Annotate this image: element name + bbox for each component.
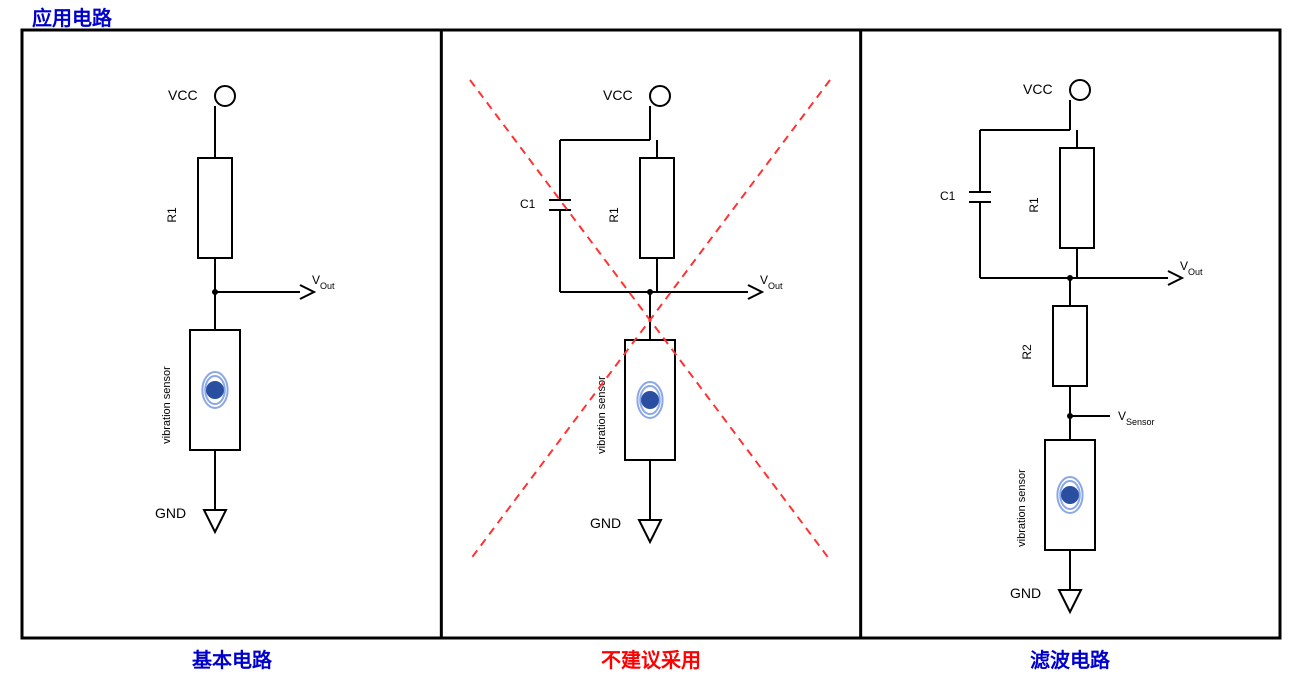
svg-text:GND: GND xyxy=(590,515,621,531)
svg-text:R1: R1 xyxy=(165,207,179,223)
svg-text:VOut: VOut xyxy=(312,273,335,291)
svg-text:C1: C1 xyxy=(520,197,536,211)
caption-notrec: 不建议采用 xyxy=(591,644,711,673)
svg-text:vibration sensor: vibration sensor xyxy=(161,366,173,444)
svg-text:VCC: VCC xyxy=(168,87,198,103)
svg-text:R1: R1 xyxy=(1027,197,1041,213)
svg-text:vibration sensor: vibration sensor xyxy=(596,376,608,454)
page-root: 应用电路 VCCR1VOutvibration sensorGNDVCCC1R1… xyxy=(0,0,1298,686)
svg-text:VCC: VCC xyxy=(1023,81,1053,97)
svg-text:VOut: VOut xyxy=(1180,259,1203,277)
svg-text:GND: GND xyxy=(155,505,186,521)
svg-text:R2: R2 xyxy=(1020,344,1034,360)
caption-filter: 滤波电路 xyxy=(1010,644,1130,673)
svg-text:GND: GND xyxy=(1010,585,1041,601)
svg-text:VOut: VOut xyxy=(760,273,783,291)
svg-text:R1: R1 xyxy=(607,207,621,223)
svg-text:vibration sensor: vibration sensor xyxy=(1016,469,1028,547)
caption-basic: 基本电路 xyxy=(172,644,292,673)
svg-text:C1: C1 xyxy=(940,189,956,203)
svg-text:VCC: VCC xyxy=(603,87,633,103)
diagram-canvas: VCC R1 VOut vibration sensor GND VCC C1 R1 VOut v… xyxy=(0,0,1298,686)
svg-text:VSensor: VSensor xyxy=(1118,409,1155,427)
